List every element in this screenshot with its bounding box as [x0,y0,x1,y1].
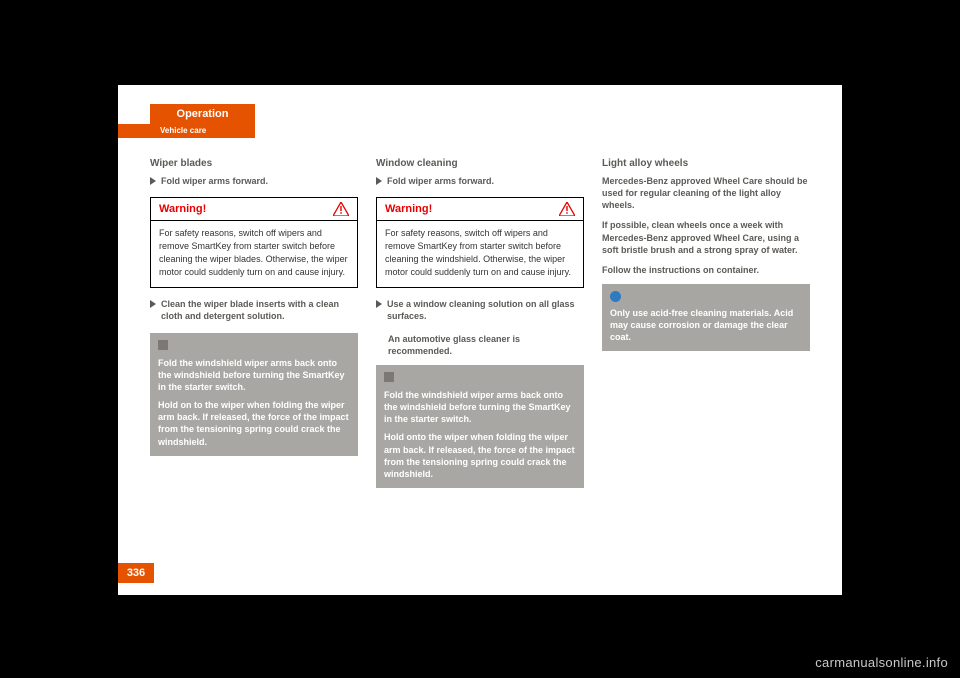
note-square-icon [158,340,168,350]
column-window-cleaning: Window cleaning Fold wiper arms forward.… [376,158,584,553]
warning-triangle-icon [559,202,575,216]
section-tab: Operation [150,104,255,124]
step-fold-wiper-arms: Fold wiper arms forward. [376,175,584,187]
heading-window-cleaning: Window cleaning [376,158,584,169]
note-paragraph: Fold the windshield wiper arms back onto… [384,389,576,425]
step-use-cleaning-solution: Use a window cleaning solution on all gl… [376,298,584,322]
step-subtext: An automotive glass cleaner is recommend… [388,333,584,357]
section-subtab: Vehicle care [118,124,255,138]
warning-title: Warning! [159,203,206,215]
step-clean-blades: Clean the wiper blade inserts with a cle… [150,298,358,322]
triangle-bullet-icon [150,177,156,185]
warning-triangle-icon [333,202,349,216]
note-square-icon [384,372,394,382]
column-wiper-blades: Wiper blades Fold wiper arms forward. Wa… [150,158,358,553]
warning-box: Warning! For safety reasons, switch off … [376,197,584,288]
info-circle-icon [610,291,621,302]
warning-header: Warning! [151,198,357,220]
content-columns: Wiper blades Fold wiper arms forward. Wa… [150,158,810,553]
step-text: Fold wiper arms forward. [387,175,494,187]
caution-note-box: Fold the windshield wiper arms back onto… [376,365,584,488]
tip-text: Only use acid-free cleaning materials. A… [610,307,802,343]
warning-body: For safety reasons, switch off wipers an… [151,220,357,287]
triangle-bullet-icon [376,300,382,308]
watermark-text: carmanualsonline.info [815,655,948,670]
warning-box: Warning! For safety reasons, switch off … [150,197,358,288]
paragraph: If possible, clean wheels once a week wi… [602,219,810,255]
column-light-alloy-wheels: Light alloy wheels Mercedes-Benz approve… [602,158,810,553]
step-text: Use a window cleaning solution on all gl… [387,298,584,322]
note-paragraph: Hold onto the wiper when folding the wip… [384,431,576,480]
warning-body: For safety reasons, switch off wipers an… [377,220,583,287]
manual-page: Operation Vehicle care Wiper blades Fold… [118,85,842,595]
info-tip-box: Only use acid-free cleaning materials. A… [602,284,810,351]
heading-light-alloy-wheels: Light alloy wheels [602,158,810,169]
paragraph: Follow the instructions on container. [602,264,810,276]
note-paragraph: Fold the windshield wiper arms back onto… [158,357,350,393]
step-text: Clean the wiper blade inserts with a cle… [161,298,358,322]
caution-note-box: Fold the windshield wiper arms back onto… [150,333,358,456]
triangle-bullet-icon [150,300,156,308]
paragraph: Mercedes-Benz approved Wheel Care should… [602,175,810,211]
note-paragraph: Hold on to the wiper when folding the wi… [158,399,350,448]
triangle-bullet-icon [376,177,382,185]
warning-title: Warning! [385,203,432,215]
page-number: 336 [118,563,154,583]
heading-wiper-blades: Wiper blades [150,158,358,169]
step-fold-wiper-arms: Fold wiper arms forward. [150,175,358,187]
step-text: Fold wiper arms forward. [161,175,268,187]
warning-header: Warning! [377,198,583,220]
